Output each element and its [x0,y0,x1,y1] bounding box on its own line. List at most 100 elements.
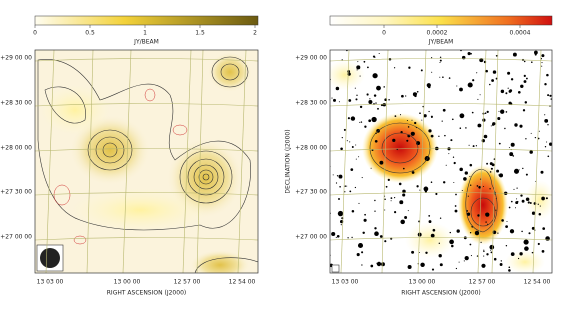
star [347,117,350,120]
star [338,198,340,200]
star [523,60,526,63]
star [476,255,479,257]
star [350,168,354,171]
star [359,121,361,123]
grid-line [196,50,204,273]
star [384,209,386,211]
star [394,115,397,117]
star [523,74,526,78]
star [332,174,334,176]
star [383,86,385,88]
star [359,75,361,77]
star [374,199,376,202]
right-map [330,50,552,273]
star [401,94,404,98]
star [451,244,454,248]
star [346,140,348,142]
star [348,99,352,102]
star [529,202,532,204]
star [430,134,434,138]
star [417,232,422,237]
star [435,192,438,196]
star [523,239,529,245]
star [371,116,377,123]
colorbar-label: JY/BEAM [428,39,454,46]
star [523,80,527,83]
star [374,210,376,212]
star [463,260,465,262]
star [538,213,542,216]
star [358,202,360,204]
star [400,130,403,134]
star [408,66,411,69]
star [339,186,341,188]
star [431,116,433,119]
star [357,61,359,63]
star [375,102,377,104]
star [453,182,455,183]
star [479,94,481,96]
star [368,100,373,104]
star [336,234,340,238]
star [513,168,520,174]
star [407,210,409,212]
star [414,121,417,125]
star [495,54,498,57]
star [514,207,517,209]
star [355,98,358,101]
star [471,111,474,114]
star [438,135,440,137]
star [485,212,487,215]
star [521,230,523,233]
star [489,188,491,190]
star [373,94,377,97]
star [438,254,442,258]
star [431,268,435,271]
y-tick-label: +27 00 00 [0,234,32,241]
star [529,150,533,154]
star [402,167,405,170]
star [481,263,486,268]
star [442,181,446,184]
star [400,219,405,225]
star [537,137,540,140]
star [384,240,387,243]
star [439,76,441,78]
star [505,225,508,228]
star [438,242,440,244]
star [453,161,456,165]
star [335,236,337,239]
star [458,261,460,263]
star [340,224,342,226]
star [489,83,491,86]
star [492,230,497,235]
star [364,125,367,128]
star [489,171,492,173]
star [379,160,384,165]
star [541,196,545,201]
star [331,231,336,237]
star [466,212,471,216]
star [509,152,514,157]
star [472,145,475,148]
star [376,85,381,91]
star [525,138,527,140]
star [501,219,504,222]
star [358,156,360,158]
star [542,227,546,230]
grid-line [477,50,487,273]
star [513,188,515,190]
grid-line [45,50,55,273]
star [508,89,512,93]
star [510,200,513,203]
star [430,233,435,238]
star [439,59,442,62]
star [469,232,472,234]
star [483,250,485,253]
grid-line [122,50,132,273]
star [544,114,546,116]
star [477,123,482,128]
star [390,197,393,200]
star [537,242,540,246]
y-tick-label: +28 00 00 [295,145,327,152]
